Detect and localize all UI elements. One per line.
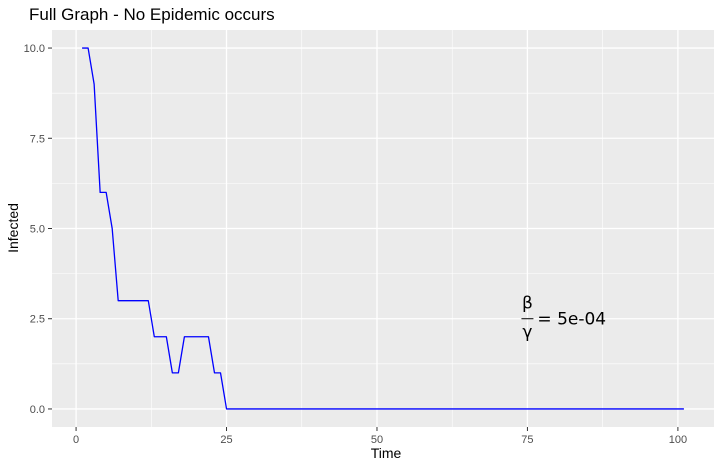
annotation-denominator: γ — [522, 323, 532, 343]
y-tick-label: 7.5 — [30, 133, 45, 145]
annotation-value: = 5e-04 — [537, 310, 606, 330]
y-tick-label: 5.0 — [30, 224, 45, 236]
y-axis-label: Infected — [5, 203, 21, 253]
x-tick-label: 25 — [220, 434, 232, 446]
x-tick-label: 100 — [669, 434, 687, 446]
infected-series-line — [82, 47, 684, 410]
x-tick-label: 50 — [371, 434, 383, 446]
y-axis-ticks: 0.0 2.5 5.0 7.5 10.0 — [24, 43, 52, 416]
x-axis-ticks: 0 25 50 75 100 — [73, 427, 687, 446]
annotation-numerator: β — [522, 294, 533, 314]
series-layer — [82, 47, 684, 410]
x-axis-label: Time — [371, 445, 402, 461]
ratio-annotation: β γ = 5e-04 — [521, 294, 606, 343]
chart-title: Full Graph - No Epidemic occurs — [29, 5, 275, 24]
y-tick-label: 2.5 — [30, 314, 45, 326]
y-tick-label: 0.0 — [30, 404, 45, 416]
x-tick-label: 75 — [521, 434, 533, 446]
y-tick-label: 10.0 — [24, 43, 45, 55]
x-tick-label: 0 — [73, 434, 79, 446]
